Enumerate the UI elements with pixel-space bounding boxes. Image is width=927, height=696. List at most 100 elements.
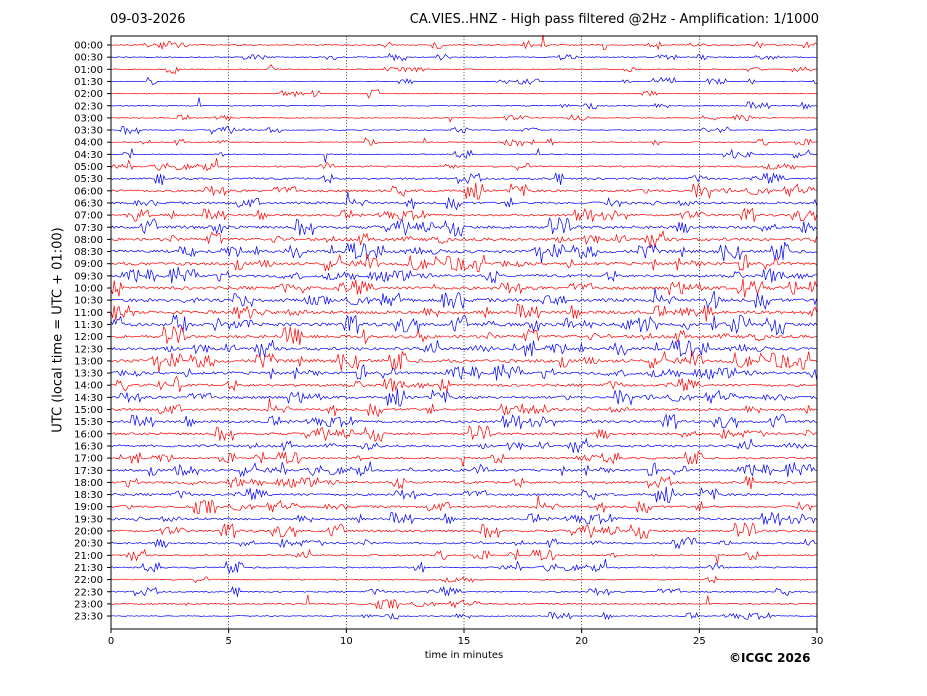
x-tick-label: 20 [575,636,588,647]
x-tick-label: 10 [340,636,353,647]
trace-1130 [110,313,817,336]
trace-1030 [110,288,817,311]
y-tick-label: 02:30 [74,101,103,112]
y-tick-label: 13:00 [74,356,103,367]
y-tick-label: 01:30 [74,77,103,88]
copyright-label: ©ICGC 2026 [729,651,811,665]
y-tick-label: 12:30 [74,344,103,355]
trace-2330 [110,611,817,621]
y-tick-label: 17:00 [74,454,103,465]
y-tick-label: 21:00 [74,551,103,562]
y-tick-label: 20:30 [74,539,103,550]
y-tick-label: 23:30 [74,612,103,623]
trace-2300 [110,594,817,610]
y-tick-label: 12:00 [74,332,103,343]
y-tick-label: 19:00 [74,502,103,513]
trace-0100 [110,64,817,75]
y-tick-label: 16:30 [74,441,103,452]
y-tick-label: 18:30 [74,490,103,501]
trace-1530 [110,413,817,429]
trace-0730 [110,217,817,238]
y-tick-label: 04:00 [74,138,103,149]
y-tick-label: 11:30 [74,320,103,331]
y-tick-label: 01:00 [74,65,103,76]
y-tick-label: 08:00 [74,235,103,246]
y-tick-label: 00:00 [74,41,103,52]
x-tick-label: 25 [693,636,706,647]
x-tick-label: 0 [108,636,114,647]
y-tick-label: 22:30 [74,587,103,598]
trace-0030 [110,52,817,62]
y-tick-label: 10:00 [74,284,103,295]
trace-0630 [110,191,817,211]
trace-1300 [110,350,817,373]
y-tick-label: 04:30 [74,150,103,161]
trace-0600 [110,182,817,200]
trace-2100 [110,548,817,564]
trace-0830 [110,242,817,263]
chart-title: CA.VIES..HNZ - High pass filtered @2Hz -… [409,12,819,27]
trace-1800 [110,476,817,490]
trace-2200 [110,575,817,584]
trace-1230 [110,339,817,358]
y-tick-label: 03:00 [74,113,103,124]
y-tick-label: 14:30 [74,393,103,404]
trace-2000 [110,522,817,540]
y-tick-label: 00:30 [74,53,103,64]
y-tick-label: 15:00 [74,405,103,416]
y-tick-label: 09:30 [74,271,103,282]
trace-0300 [110,114,817,123]
y-tick-label: 07:30 [74,223,103,234]
y-tick-label: 19:30 [74,514,103,525]
y-tick-label: 09:00 [74,259,103,270]
y-tick-label: 23:00 [74,599,103,610]
y-axis-label: UTC (local time = UTC + 01:00) [50,227,66,433]
trace-1600 [110,425,817,443]
trace-0930 [110,266,817,284]
trace-0000 [110,34,817,51]
trace-1730 [110,461,817,478]
trace-0800 [110,230,817,248]
y-tick-label: 21:30 [74,563,103,574]
minute-grid [228,36,700,629]
trace-0200 [110,89,817,99]
trace-0900 [110,253,817,273]
y-tick-label: 15:30 [74,417,103,428]
x-tick-label: 5 [225,636,231,647]
trace-1400 [110,375,817,393]
trace-2130 [110,559,817,574]
y-tick-label: 14:00 [74,381,103,392]
trace-rows [110,34,817,621]
trace-1330 [110,364,817,381]
y-tick-label: 16:00 [74,429,103,440]
trace-0330 [110,125,817,136]
trace-1500 [110,398,817,418]
x-tick-label: 15 [458,636,471,647]
trace-1100 [110,303,817,322]
trace-0400 [110,137,817,147]
y-tick-label: 06:30 [74,198,103,209]
y-tick-label: 07:00 [74,211,103,222]
trace-0530 [110,172,817,186]
trace-1430 [110,388,817,407]
trace-0230 [110,97,817,110]
y-tick-label: 10:30 [74,296,103,307]
y-tick-label: 11:00 [74,308,103,319]
x-axis-label: time in minutes [424,650,504,661]
trace-1930 [110,511,817,526]
trace-1200 [110,325,817,346]
y-tick-label: 06:00 [74,186,103,197]
y-tick-label: 20:00 [74,527,103,538]
y-tick-label: 13:30 [74,369,103,380]
y-tick-label: 02:00 [74,89,103,100]
trace-1700 [110,450,817,467]
trace-0430 [110,147,817,163]
trace-1630 [110,437,817,453]
trace-1830 [110,486,817,504]
y-tick-label: 03:30 [74,126,103,137]
trace-2230 [110,585,817,597]
date-label: 09-03-2026 [110,12,186,27]
y-tick-label: 17:30 [74,466,103,477]
